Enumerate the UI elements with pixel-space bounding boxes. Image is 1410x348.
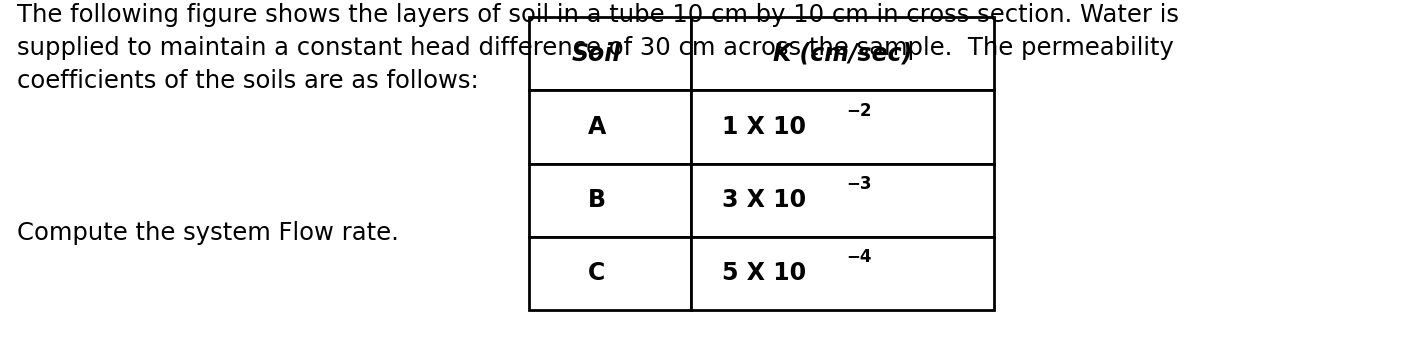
Text: The following figure shows the layers of soil in a tube 10 cm by 10 cm in cross : The following figure shows the layers of… [17, 3, 1179, 93]
Text: Soil: Soil [572, 42, 622, 66]
Text: −2: −2 [846, 102, 871, 120]
Text: 1 X 10: 1 X 10 [722, 115, 807, 139]
Bar [529, 237, 691, 310]
Bar [529, 17, 691, 90]
Text: −3: −3 [846, 175, 871, 193]
Bar [691, 17, 994, 90]
Text: 5 X 10: 5 X 10 [722, 261, 807, 285]
Bar [691, 237, 994, 310]
Text: B: B [588, 188, 606, 212]
Bar [529, 164, 691, 237]
Text: A: A [588, 115, 606, 139]
Text: K (cm/sec): K (cm/sec) [773, 42, 912, 66]
Bar [529, 90, 691, 164]
Text: Compute the system Flow rate.: Compute the system Flow rate. [17, 221, 399, 245]
Bar [691, 164, 994, 237]
Bar [691, 90, 994, 164]
Text: 3 X 10: 3 X 10 [722, 188, 807, 212]
Text: −4: −4 [846, 248, 871, 266]
Text: C: C [588, 261, 605, 285]
